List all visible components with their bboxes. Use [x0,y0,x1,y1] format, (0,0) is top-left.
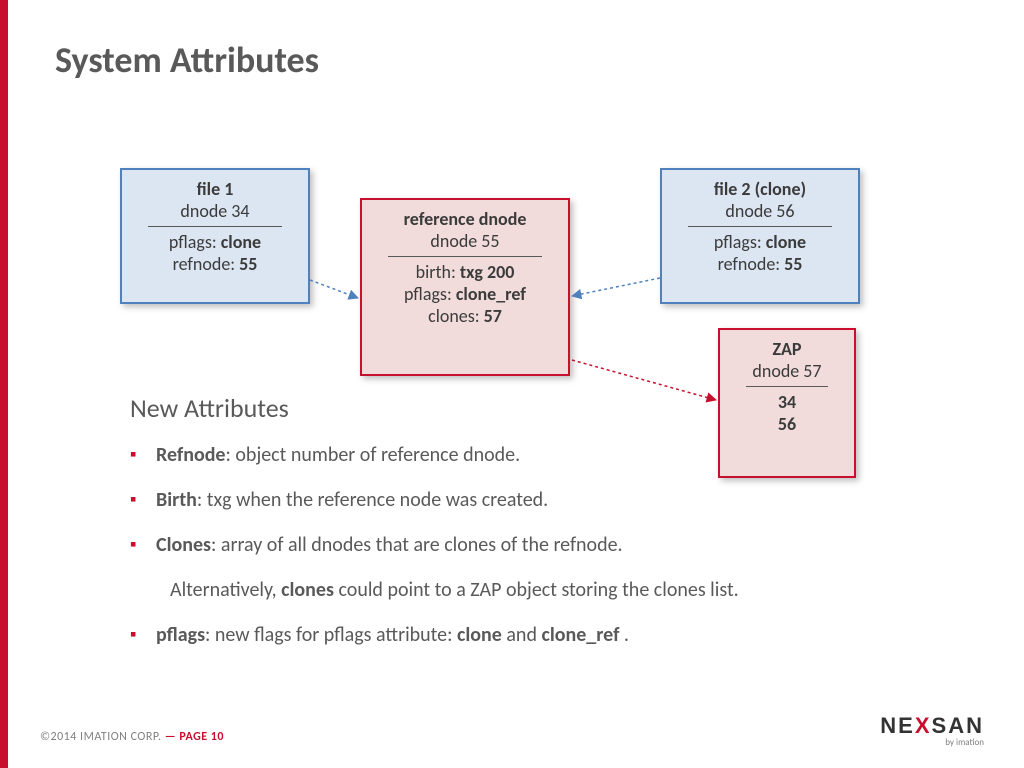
footer-sep: — [162,730,180,744]
node-line: dnode 57 [730,360,844,382]
node-attr: pflags: clone [672,231,848,253]
bullet-item: pflags: new flags for pflags attribute: … [130,622,890,649]
node-line: dnode 55 [372,230,558,252]
bullet-item: Birth: txg when the reference node was c… [130,487,890,514]
node-line: dnode 56 [672,200,848,222]
logo-x: X [915,713,932,738]
node-attr: pflags: clone_ref [372,283,558,305]
node-file1: file 1dnode 34 pflags: clonerefnode: 55 [120,168,310,304]
node-divider [148,226,282,227]
node-file2-clone: file 2 (clone)dnode 56 pflags: clonerefno… [660,168,860,304]
node-title: reference dnode [372,208,558,230]
arrow [310,280,358,298]
node-value: 56 [730,413,844,435]
node-divider [746,386,828,387]
arrow [572,360,716,400]
node-value: 34 [730,391,844,413]
footer-page-label: PAGE [179,730,210,744]
node-divider [688,226,832,227]
node-attr: refnode: 55 [672,253,848,275]
arrow [572,278,660,296]
node-reference-dnode: reference dnodednode 55 birth: txg 200pfl… [360,198,570,376]
bullet-item: Alternatively, clones could point to a Z… [130,577,890,604]
bullet-item: Clones: array of all dnodes that are clo… [130,532,890,559]
section-title: New Attributes [130,392,289,424]
node-attr: pflags: clone [132,231,298,253]
node-title: file 2 (clone) [672,178,848,200]
node-line: dnode 34 [132,200,298,222]
logo-main: NEXSAN [880,713,984,739]
node-title: file 1 [132,178,298,200]
node-attr: refnode: 55 [132,253,298,275]
node-attr: clones: 57 [372,305,558,327]
footer: ©2014 IMATION CORP. — PAGE 10 [40,730,224,744]
logo: NEXSAN by imation [880,713,984,748]
bullet-list: Refnode: object number of reference dnod… [130,442,890,667]
accent-bar [0,0,8,768]
page-title: System Attributes [55,38,319,82]
bullet-item: Refnode: object number of reference dnod… [130,442,890,469]
node-attr: birth: txg 200 [372,261,558,283]
node-title: ZAP [730,338,844,360]
footer-page-num: 10 [211,730,224,744]
node-divider [388,256,542,257]
logo-e: E [898,713,915,738]
footer-copyright: ©2014 IMATION CORP. [40,730,162,744]
